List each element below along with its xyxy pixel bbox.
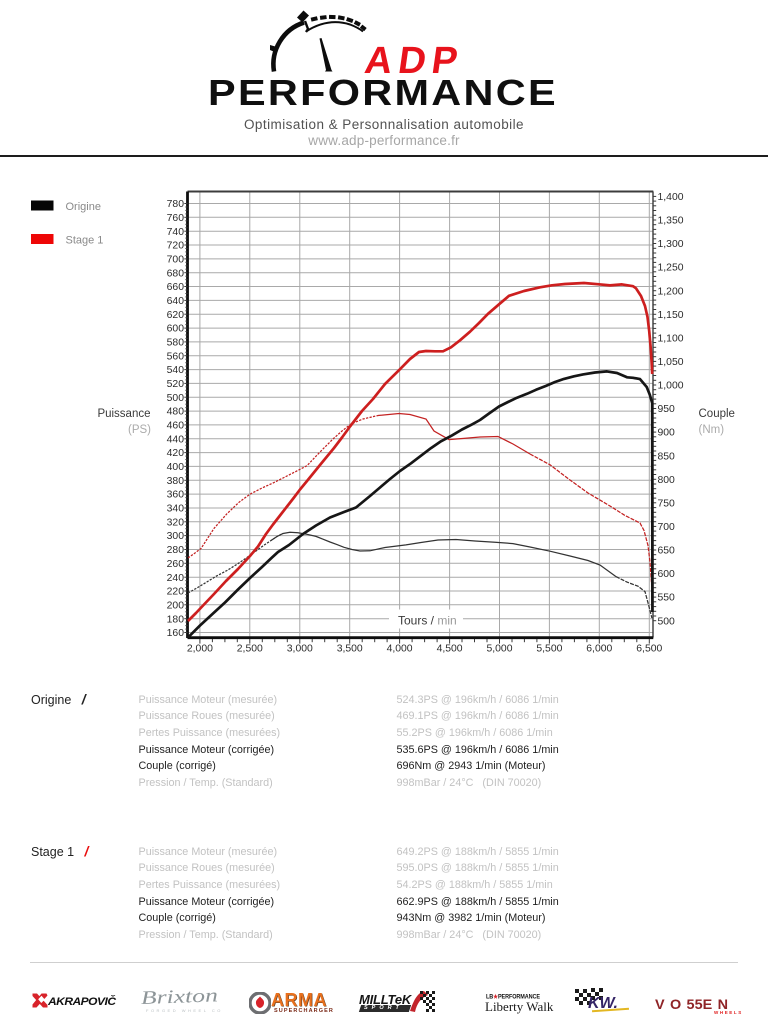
svg-text:1,300: 1,300 xyxy=(658,239,684,250)
svg-text:Stage 1: Stage 1 xyxy=(66,235,104,247)
svg-text:3,000: 3,000 xyxy=(287,644,313,655)
svg-text:560: 560 xyxy=(167,351,185,362)
svg-text:950: 950 xyxy=(658,404,676,415)
svg-text:Tours / min: Tours / min xyxy=(398,614,457,628)
svg-text:500: 500 xyxy=(167,393,185,404)
svg-text:4,000: 4,000 xyxy=(387,644,413,655)
svg-text:300: 300 xyxy=(167,531,185,542)
svg-text:(PS): (PS) xyxy=(128,424,151,436)
svg-text:160: 160 xyxy=(167,628,185,639)
svg-text:780: 780 xyxy=(167,199,185,210)
svg-text:260: 260 xyxy=(167,559,185,570)
svg-text:900: 900 xyxy=(658,428,676,439)
svg-text:180: 180 xyxy=(167,614,185,625)
svg-text:580: 580 xyxy=(167,338,185,349)
svg-text:6,000: 6,000 xyxy=(586,644,612,655)
svg-text:3,500: 3,500 xyxy=(337,644,363,655)
svg-text:5,000: 5,000 xyxy=(486,644,512,655)
svg-text:1,150: 1,150 xyxy=(658,310,684,321)
svg-text:600: 600 xyxy=(167,324,185,335)
svg-text:400: 400 xyxy=(167,462,185,473)
svg-text:240: 240 xyxy=(167,573,185,584)
svg-text:1,350: 1,350 xyxy=(658,216,684,227)
svg-text:1,400: 1,400 xyxy=(658,192,684,203)
svg-text:540: 540 xyxy=(167,365,185,376)
svg-text:Couple: Couple xyxy=(699,408,735,420)
svg-text:1,250: 1,250 xyxy=(658,263,684,274)
svg-text:660: 660 xyxy=(167,282,185,293)
svg-text:520: 520 xyxy=(167,379,185,390)
svg-text:640: 640 xyxy=(167,296,185,307)
svg-text:2,500: 2,500 xyxy=(237,644,263,655)
svg-text:6,500: 6,500 xyxy=(636,644,662,655)
svg-text:700: 700 xyxy=(167,255,185,266)
svg-text:760: 760 xyxy=(167,213,185,224)
svg-text:1,200: 1,200 xyxy=(658,286,684,297)
svg-text:440: 440 xyxy=(167,434,185,445)
svg-text:200: 200 xyxy=(167,600,185,611)
svg-text:Puissance: Puissance xyxy=(97,408,150,420)
svg-text:340: 340 xyxy=(167,504,185,515)
svg-text:480: 480 xyxy=(167,407,185,418)
svg-text:1,050: 1,050 xyxy=(658,357,684,368)
svg-text:850: 850 xyxy=(658,451,676,462)
svg-text:720: 720 xyxy=(167,241,185,252)
svg-text:460: 460 xyxy=(167,421,185,432)
svg-text:220: 220 xyxy=(167,587,185,598)
svg-text:1,000: 1,000 xyxy=(658,381,684,392)
svg-text:4,500: 4,500 xyxy=(437,644,463,655)
svg-text:2,000: 2,000 xyxy=(187,644,213,655)
svg-text:5,500: 5,500 xyxy=(536,644,562,655)
svg-text:420: 420 xyxy=(167,448,185,459)
svg-text:1,100: 1,100 xyxy=(658,333,684,344)
svg-text:650: 650 xyxy=(658,546,676,557)
svg-text:360: 360 xyxy=(167,490,185,501)
svg-text:700: 700 xyxy=(658,522,676,533)
svg-text:750: 750 xyxy=(658,498,676,509)
svg-text:500: 500 xyxy=(658,616,676,627)
svg-text:620: 620 xyxy=(167,310,185,321)
svg-text:380: 380 xyxy=(167,476,185,487)
svg-text:320: 320 xyxy=(167,517,185,528)
svg-text:800: 800 xyxy=(658,475,676,486)
svg-text:(Nm): (Nm) xyxy=(699,424,725,436)
svg-text:600: 600 xyxy=(658,569,676,580)
svg-text:550: 550 xyxy=(658,593,676,604)
svg-text:280: 280 xyxy=(167,545,185,556)
svg-text:Origine: Origine xyxy=(66,201,101,213)
svg-text:680: 680 xyxy=(167,268,185,279)
svg-text:740: 740 xyxy=(167,227,185,238)
